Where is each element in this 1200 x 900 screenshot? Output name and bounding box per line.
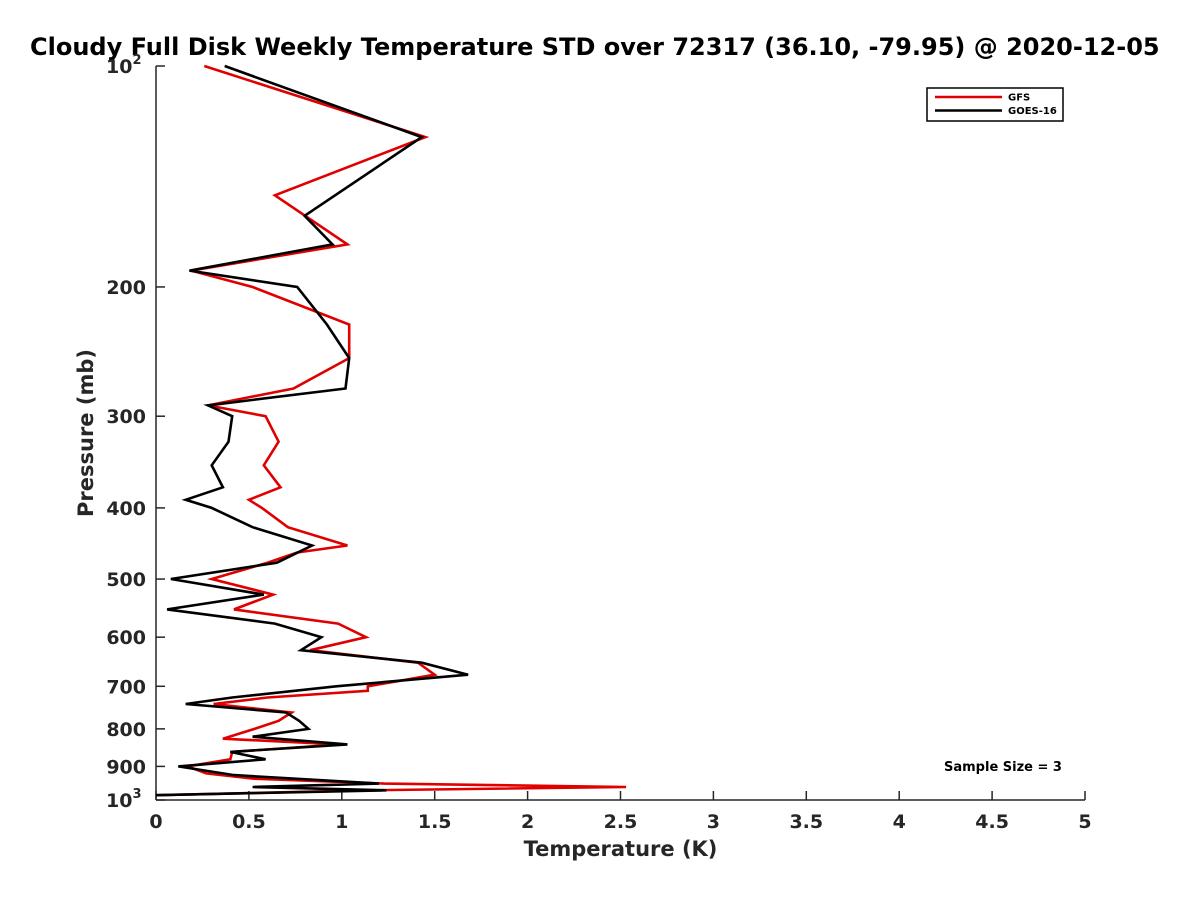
series-line-gfs	[155, 64, 627, 797]
legend: GFS GOES-16	[926, 87, 1064, 122]
x-tick-label: 1.5	[418, 811, 452, 833]
y-tick-label: 900	[106, 756, 146, 778]
y-tick-label: 103	[106, 787, 142, 812]
y-tick-label: 300	[106, 406, 146, 428]
y-tick-base: 10	[106, 790, 132, 812]
x-ticks: 0 0.5 1 1.5 2 2.5 3 3.5 4 4.5 5	[149, 791, 1092, 833]
legend-box	[926, 87, 1064, 122]
x-tick-label: 0.5	[232, 811, 266, 833]
y-tick-label: 400	[106, 498, 146, 520]
y-tick-label: 500	[106, 569, 146, 591]
y-tick-base: 10	[106, 56, 132, 78]
legend-label-gfs: GFS	[1008, 93, 1030, 104]
y-axis-label: Pressure (mb)	[74, 349, 98, 517]
series-layer	[155, 64, 627, 797]
x-tick-label: 4.5	[975, 811, 1009, 833]
x-tick-label: 0	[149, 811, 162, 833]
y-tick-exponent: 2	[132, 53, 141, 68]
sample-size-annotation: Sample Size = 3	[944, 760, 1062, 775]
y-tick-label: 600	[106, 627, 146, 649]
x-tick-label: 2.5	[604, 811, 638, 833]
x-tick-label: 4	[893, 811, 906, 833]
x-tick-label: 3	[707, 811, 720, 833]
x-tick-label: 5	[1078, 811, 1091, 833]
x-tick-label: 1	[335, 811, 348, 833]
series-line-goes-16	[155, 64, 469, 797]
chart-title: Cloudy Full Disk Weekly Temperature STD …	[30, 33, 1160, 61]
x-tick-label: 3.5	[789, 811, 823, 833]
y-tick-label: 700	[106, 676, 146, 698]
y-tick-label: 800	[106, 719, 146, 741]
x-axis-label: Temperature (K)	[524, 837, 718, 861]
y-tick-exponent: 3	[132, 787, 141, 802]
x-tick-label: 2	[521, 811, 534, 833]
y-tick-label: 200	[106, 277, 146, 299]
legend-label-goes-16: GOES-16	[1008, 106, 1057, 117]
y-tick-label: 102	[106, 53, 142, 78]
